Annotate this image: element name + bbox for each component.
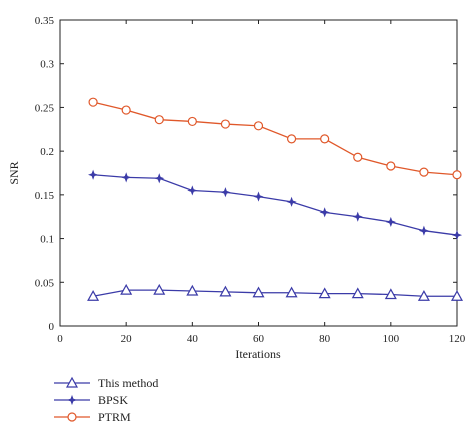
legend-label: This method [98,376,158,390]
data-point [384,288,397,300]
legend-item: PTRM [54,410,131,424]
series-2 [88,97,462,180]
data-point [353,152,363,162]
data-point [220,187,231,198]
data-point [253,121,264,131]
y-tick-label: 0.05 [35,277,55,289]
data-point [87,290,100,301]
x-tick-label: 60 [253,333,265,345]
data-point [121,172,132,183]
data-point [352,211,363,222]
data-point [154,173,165,184]
data-point [418,225,429,236]
x-tick-label: 100 [383,333,400,345]
x-tick-label: 120 [449,333,466,345]
y-tick-label: 0.15 [35,190,55,202]
data-point [153,283,166,295]
series-line [92,289,457,297]
plot-area: 0 20 40 60 80 100 120 0 0.05 0.1 0.15 0.2 0.25 0.3 0.… [35,15,466,345]
y-axis: 0 0.05 0.1 0.15 0.2 0.25 0.3 0.35 [35,15,457,333]
legend-item: This method [54,376,158,390]
data-point [187,116,197,127]
data-point [320,134,330,144]
y-tick-label: 0.2 [40,146,54,158]
legend-label: PTRM [98,410,131,424]
y-tick-label: 0.3 [40,59,54,71]
y-axis-label: SNR [7,161,21,184]
data-point [121,105,131,115]
data-point [187,185,198,196]
x-axis: 0 20 40 60 80 100 120 [57,20,466,345]
series-layer [87,97,464,301]
data-point [186,284,199,296]
x-axis-label: Iterations [235,347,281,361]
data-point [450,290,464,301]
data-point [220,119,231,129]
x-tick-label: 20 [121,333,133,345]
data-point [351,287,364,299]
x-tick-label: 40 [187,333,199,345]
data-point [286,134,297,144]
data-point [219,285,232,297]
legend-marker [67,412,77,422]
legend-label: BPSK [98,393,128,407]
x-tick-label: 80 [319,333,331,345]
y-tick-label: 0.35 [35,15,55,27]
y-tick-label: 0.25 [35,102,55,114]
legend-marker [66,394,78,406]
legend-item: BPSK [54,393,128,407]
data-point [318,287,331,299]
y-tick-label: 0.1 [40,234,54,246]
plot-frame [59,19,458,327]
series-0 [87,283,464,301]
data-point [253,191,264,202]
data-point [451,230,463,241]
series-line [92,101,458,176]
data-point [88,97,98,107]
data-point [286,196,297,207]
legend-marker [65,376,79,388]
data-point [417,290,430,301]
data-point [285,286,298,298]
data-point [385,216,396,228]
data-point [120,283,133,295]
y-tick-label: 0 [49,321,55,333]
data-point [386,161,396,171]
data-point [452,170,462,180]
series-1 [88,169,463,241]
data-point [88,169,99,180]
data-point [419,167,429,177]
x-tick-label: 0 [57,333,63,345]
data-point [252,286,265,298]
data-point [319,207,330,218]
series-line [93,174,458,236]
data-point [154,115,164,125]
legend: This method BPSK PTRM [54,376,158,424]
